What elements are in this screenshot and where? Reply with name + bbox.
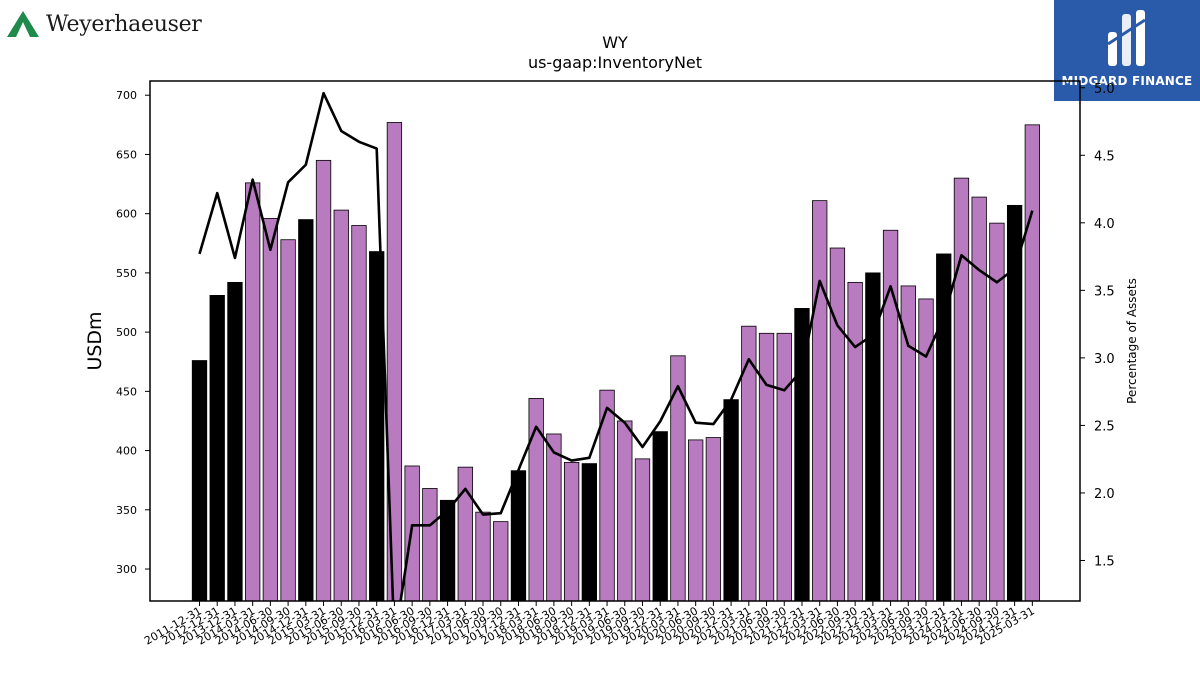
y-axis-label: USDm	[84, 311, 106, 370]
tree-icon	[7, 11, 39, 37]
bar	[705, 437, 722, 602]
y-tick-label: 450	[116, 385, 137, 398]
bar	[847, 281, 863, 602]
y-tick-label: 500	[116, 326, 137, 339]
chart-subtitle: us-gaap:InventoryNet	[528, 53, 702, 72]
bar	[563, 462, 580, 602]
y-tick-label: 650	[116, 148, 137, 161]
bar	[971, 196, 987, 602]
y2-tick-label: 4.0	[1094, 217, 1115, 232]
bar	[634, 458, 651, 602]
y2-tick-label: 3.5	[1094, 284, 1115, 299]
bar	[298, 219, 314, 602]
y2-tick-label: 2.0	[1094, 487, 1115, 502]
bar	[670, 355, 686, 602]
bar	[652, 431, 668, 602]
y2-tick-label: 4.5	[1094, 149, 1115, 164]
bar	[209, 294, 225, 602]
bar	[936, 253, 952, 602]
y-tick-label: 350	[116, 504, 137, 517]
bar	[617, 420, 633, 602]
bar	[457, 466, 473, 602]
bar	[812, 200, 828, 602]
bar	[723, 399, 739, 602]
bar	[758, 332, 775, 602]
bar	[191, 360, 208, 602]
weyerhaeuser-logo: Weyerhaeuser	[6, 6, 202, 42]
plot-frame	[149, 80, 1081, 602]
percentage-line	[198, 91, 1034, 601]
y2-tick-label: 3.0	[1094, 352, 1115, 367]
bar	[422, 488, 438, 602]
bar	[351, 225, 367, 602]
midgard-finance-logo: MIDGARD FINANCE	[1054, 0, 1200, 101]
y2-axis-label: Percentage of Assets	[1125, 278, 1139, 404]
y2-tick-label: 2.5	[1094, 419, 1115, 434]
midgard-mark-icon	[1107, 10, 1146, 66]
bar	[245, 182, 261, 602]
bar	[333, 209, 349, 602]
bar	[546, 433, 562, 602]
bar	[794, 308, 810, 602]
bar	[227, 281, 243, 602]
bar	[475, 511, 491, 602]
chart-title: WY	[602, 33, 628, 52]
bar	[315, 159, 332, 602]
y-tick-label: 400	[116, 445, 137, 458]
bar	[510, 470, 527, 602]
company-logo-text: Weyerhaeuser	[46, 11, 202, 37]
bar	[262, 217, 279, 602]
bar	[776, 332, 792, 602]
y-tick-label: 600	[116, 208, 137, 221]
bar	[1024, 124, 1040, 602]
bar	[829, 247, 846, 602]
bar	[280, 239, 296, 602]
y-tick-label: 700	[116, 89, 137, 102]
y2-tick-label: 1.5	[1094, 554, 1115, 569]
y-tick-label: 550	[116, 267, 137, 280]
bar	[953, 177, 970, 602]
bar	[493, 521, 509, 602]
y-tick-label: 300	[116, 563, 137, 576]
bar	[581, 463, 597, 602]
partner-logo-text: MIDGARD FINANCE	[1061, 74, 1193, 88]
y2-tick-label: 5.0	[1094, 82, 1115, 97]
bar	[688, 439, 704, 602]
